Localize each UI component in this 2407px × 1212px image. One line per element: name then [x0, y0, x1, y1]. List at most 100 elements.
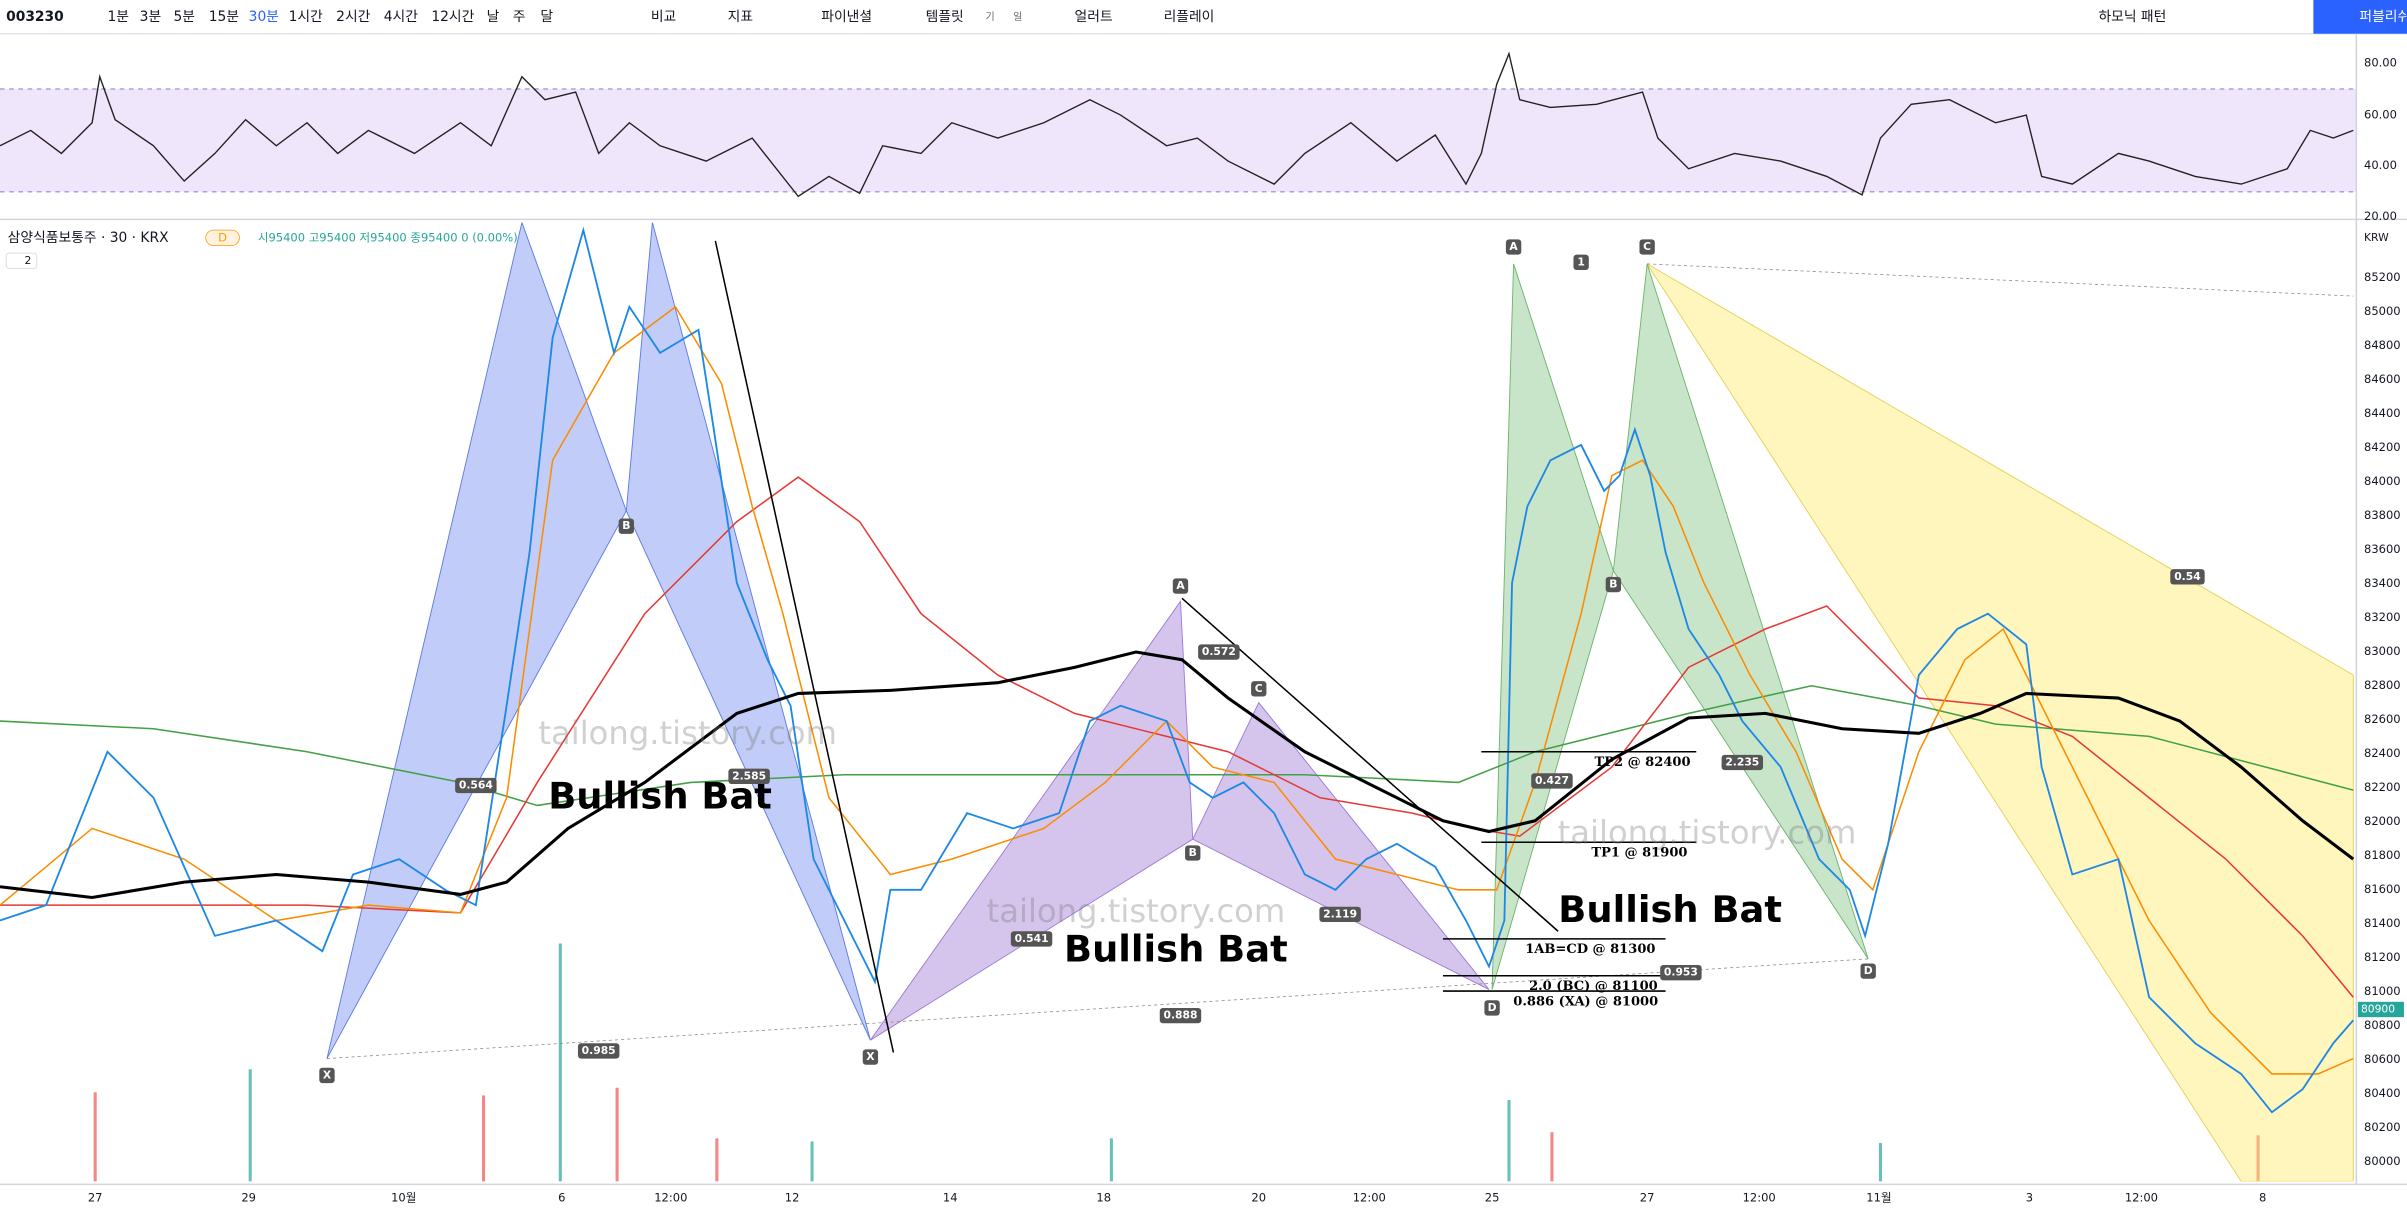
volume-bar [715, 1138, 719, 1182]
toolbar-button[interactable]: 일 [1013, 11, 1022, 23]
ratio-label-bg [1319, 906, 1361, 923]
point-label: C [1643, 240, 1651, 253]
currency[interactable]: KRW [2364, 231, 2389, 244]
price-tick-label: 84800 [2364, 338, 2401, 352]
rsi-band [0, 88, 2357, 192]
price-tick-label: 80200 [2364, 1120, 2401, 1134]
ratio-label-bg [1010, 931, 1053, 947]
last-price-bg [2357, 1001, 2404, 1018]
watermark: tailong.tistory.com [1558, 814, 1857, 852]
toolbar-button[interactable]: 템플릿 [926, 9, 964, 25]
ratio-label: 0.888 [1163, 1009, 1197, 1022]
toolbar-button[interactable]: 비교 [651, 9, 676, 25]
ohlc: 시95400 고95400 저95400 종95400 0 (0.00%) [258, 230, 518, 244]
point-label-bg [1251, 681, 1267, 697]
watermark: tailong.tistory.com [538, 714, 837, 752]
time-tick-label: 18 [1096, 1191, 1111, 1205]
price-tick-label: 84400 [2364, 406, 2401, 420]
toolbar-button[interactable]: 기 [986, 11, 995, 23]
ratio-label-bg [2170, 569, 2205, 585]
price-tick-label: 84200 [2364, 440, 2401, 454]
interval-button[interactable]: 1시간 [289, 9, 323, 25]
price-tick-label: 83600 [2364, 542, 2401, 556]
point-label: B [1609, 578, 1617, 591]
trendline [1181, 597, 1559, 932]
pattern-purple-xab [870, 600, 1194, 1041]
trendline [714, 240, 895, 1053]
ratio-label: 0.541 [1015, 932, 1049, 945]
interval-button[interactable]: 5분 [173, 9, 194, 25]
price-tick-label: 82400 [2364, 746, 2401, 760]
last-price: 80900 [2361, 1002, 2395, 1015]
toolbar-button[interactable]: 얼러트 [1075, 9, 1113, 25]
rsi-tick-label: 40.00 [2364, 158, 2397, 172]
ma-black [0, 650, 2355, 900]
point-label: C [1255, 682, 1263, 695]
harmonic-button[interactable]: 하모닉 패턴 [2098, 9, 2166, 25]
volume-bar [1507, 1100, 1511, 1182]
interval-button[interactable]: 1분 [107, 9, 128, 25]
interval-button[interactable]: 3분 [140, 9, 161, 25]
ratio-label: 2.235 [1725, 755, 1759, 768]
level-label: 1AB=CD @ 81300 [1525, 942, 1655, 957]
price-tick-label: 84600 [2364, 372, 2401, 386]
ratio-label-bg [577, 1043, 620, 1059]
ma-red [0, 476, 2354, 998]
price-tick-label: 85200 [2364, 270, 2401, 284]
interval-button[interactable]: 12시간 [431, 9, 474, 25]
volume-bar [93, 1092, 97, 1182]
ratio-label: 0.564 [459, 779, 493, 792]
collapse-bg [5, 252, 38, 269]
point-label-bg [319, 1067, 335, 1084]
time-tick-label: 11월 [1866, 1191, 1891, 1205]
interval-button[interactable]: 2시간 [336, 9, 370, 25]
point-label-bg [862, 1049, 879, 1065]
toolbar-button[interactable]: 리플레이 [1164, 9, 1215, 25]
toolbar-button[interactable]: 파이낸셜 [821, 9, 872, 25]
level-label: TP1 @ 81900 [1591, 846, 1687, 861]
ratio-label: 2.585 [732, 769, 766, 782]
price-tick-label: 83000 [2364, 644, 2401, 658]
ratio-label-bg [1660, 964, 1702, 981]
time-tick-label: 12:00 [654, 1191, 687, 1205]
level-label: 0.886 (XA) @ 81000 [1513, 994, 1658, 1009]
ratio-label-bg [455, 777, 497, 794]
price-tick-label: 80400 [2364, 1086, 2401, 1100]
price-tick-label: 80800 [2364, 1018, 2401, 1032]
point-label-bg [1605, 576, 1622, 593]
interval-button[interactable]: 달 [540, 9, 553, 25]
rsi-tick-label: 80.00 [2364, 55, 2397, 69]
point-label: X [323, 1068, 332, 1081]
point-label-bg [1185, 845, 1201, 861]
point-label: B [1189, 846, 1197, 859]
toolbar-button[interactable]: 지표 [728, 9, 753, 25]
volume-bar [810, 1141, 814, 1182]
publish-button[interactable]: 퍼블리쉬 [2359, 9, 2407, 25]
interval-button[interactable]: 15분 [209, 9, 239, 25]
price-tick-label: 81400 [2364, 916, 2401, 930]
interval-button[interactable]: 4시간 [384, 9, 418, 25]
pattern-blue-bcd [625, 222, 871, 1041]
collapse[interactable]: 2 [25, 254, 32, 267]
ratio-label: 0.427 [1535, 774, 1569, 787]
pattern-blue-xab [326, 222, 627, 1059]
price-tick-label: 83800 [2364, 508, 2401, 522]
interval-button[interactable]: 주 [513, 9, 526, 25]
labels: 003230 하모닉 패턴 퍼블리쉬 삼양식품보통주 · 30 · KRX D … [6, 9, 2407, 1016]
interval-button[interactable]: 30분 [249, 9, 279, 25]
interval-button[interactable]: 날 [487, 9, 500, 25]
price-tick-label: 82800 [2364, 678, 2401, 692]
time-tick-label: 27 [1640, 1191, 1655, 1205]
level-label: TP2 @ 82400 [1595, 755, 1691, 770]
point-label-bg [1639, 239, 1655, 255]
ratio-label-bg [1721, 754, 1764, 771]
symbol[interactable]: 003230 [6, 9, 64, 25]
ratio-label-bg [1531, 773, 1573, 789]
price-tick-label: 81800 [2364, 848, 2401, 862]
price-line [0, 226, 2354, 1114]
volume [93, 943, 2260, 1182]
time-tick-label: 3 [2026, 1191, 2033, 1205]
price-tick-label: 82600 [2364, 712, 2401, 726]
time-tick-label: 29 [241, 1191, 256, 1205]
